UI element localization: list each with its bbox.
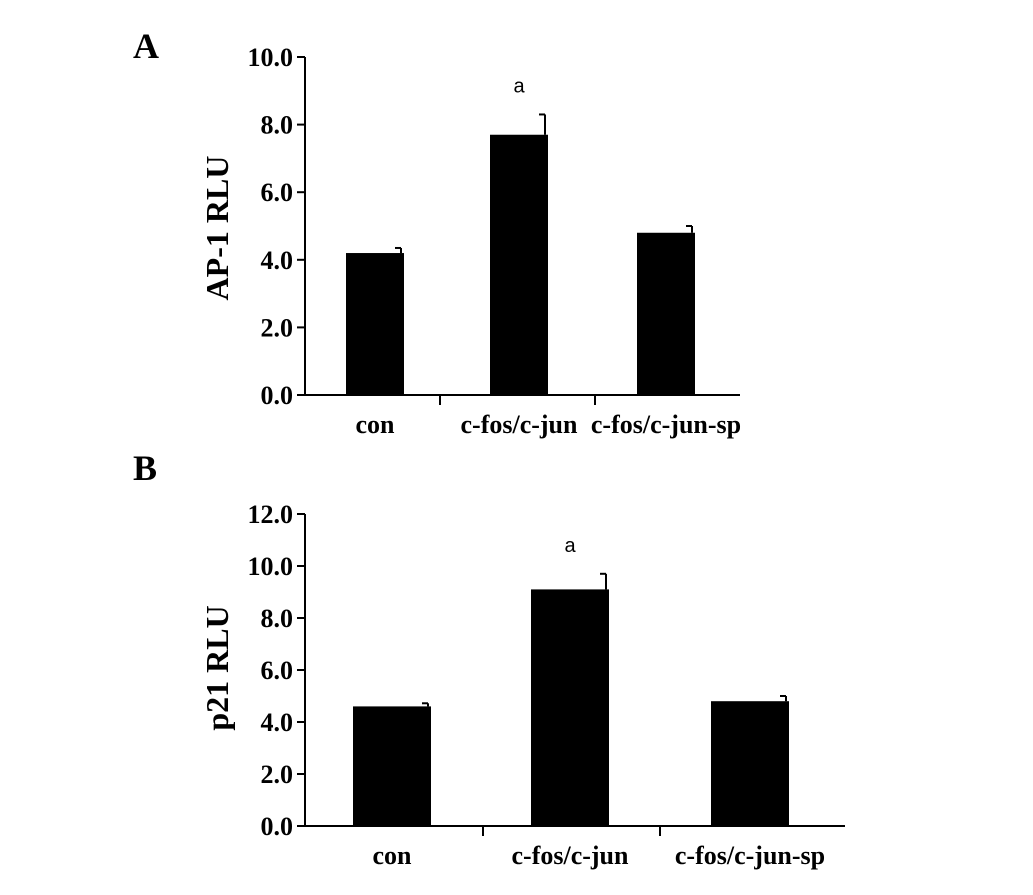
y-tick-label: 4.0	[261, 246, 294, 275]
y-tick-label: 0.0	[261, 812, 294, 841]
y-tick-label: 4.0	[261, 708, 294, 737]
x-category-label: c-fos/c-jun-sp	[675, 841, 825, 870]
significance-label: a	[564, 535, 576, 557]
x-category-label: c-fos/c-jun	[512, 841, 630, 870]
y-tick-label: 6.0	[261, 656, 294, 685]
y-axis-title-a: AP-1 RLU	[199, 156, 235, 301]
x-category-label: c-fos/c-jun-sp	[591, 410, 741, 439]
bar	[711, 701, 789, 826]
y-tick-label: 12.0	[248, 500, 294, 529]
y-tick-label: 2.0	[261, 760, 294, 789]
y-tick-label: 10.0	[248, 43, 294, 72]
y-tick-label: 8.0	[261, 604, 294, 633]
bar	[490, 134, 548, 396]
y-axis-title-b: p21 RLU	[199, 605, 235, 730]
panel-letter-b: B	[133, 448, 157, 488]
y-tick-label: 2.0	[261, 313, 294, 342]
bar	[346, 253, 404, 395]
x-category-label: con	[373, 841, 413, 870]
panel-letter-a: A	[133, 26, 159, 66]
bar	[353, 706, 431, 826]
bar	[637, 232, 695, 395]
y-tick-label: 10.0	[248, 552, 294, 581]
y-tick-label: 6.0	[261, 178, 294, 207]
y-tick-label: 8.0	[261, 111, 294, 140]
x-category-label: c-fos/c-jun	[461, 410, 579, 439]
x-category-label: con	[356, 410, 396, 439]
bar	[531, 589, 609, 826]
panel-a: A AP-1 RLU 0.0 2.0 4.0 6.0 8.0 10.0 con a c-fos/…	[133, 26, 741, 439]
y-tick-label: 0.0	[261, 381, 294, 410]
panel-b: B p21 RLU 0.0 2.0 4.0 6.0 8.0 10.0 12.0 con a c-f…	[133, 448, 845, 870]
significance-label: a	[513, 75, 525, 97]
